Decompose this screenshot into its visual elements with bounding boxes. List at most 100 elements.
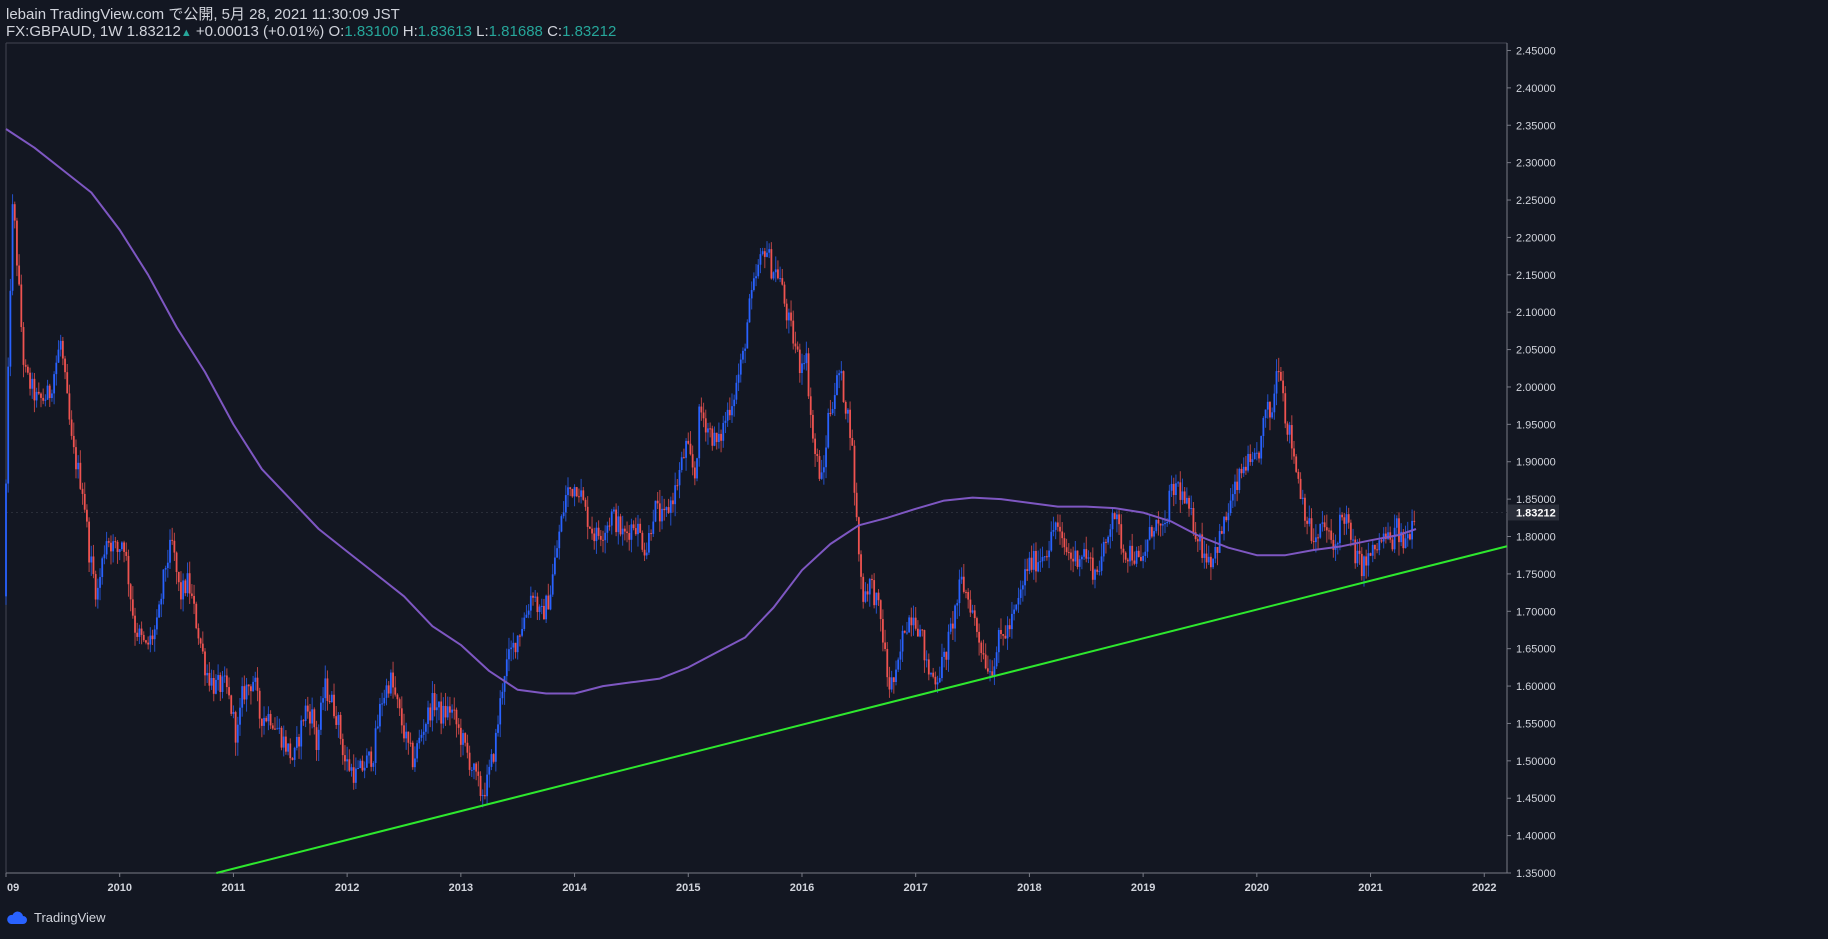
candle xyxy=(921,629,924,637)
candle-body xyxy=(120,542,123,550)
candle xyxy=(1131,533,1134,566)
candle-body xyxy=(180,582,182,600)
candle xyxy=(68,384,71,425)
candle xyxy=(1185,487,1188,505)
candle xyxy=(534,590,537,603)
candle-body xyxy=(840,371,843,374)
candle-body xyxy=(1277,371,1280,373)
candle-body xyxy=(1218,531,1221,553)
candle xyxy=(586,496,589,540)
candle xyxy=(112,534,115,563)
candle-body xyxy=(389,672,392,694)
candle-body xyxy=(720,433,722,441)
candle-body xyxy=(591,528,593,534)
candle xyxy=(1039,548,1042,572)
candle xyxy=(278,718,281,734)
candle xyxy=(545,594,548,623)
candle-body xyxy=(1126,559,1129,562)
candle-body xyxy=(512,642,515,648)
candle xyxy=(597,520,600,540)
candle-body xyxy=(682,457,685,459)
price-axis[interactable]: 2.45000 2.40000 2.35000 2.30000 2.25000 2.200… xyxy=(1507,45,1559,880)
candle-body xyxy=(1304,497,1306,521)
candle-body xyxy=(1308,518,1311,524)
candle-body xyxy=(1137,550,1140,557)
candle xyxy=(521,617,523,638)
candle xyxy=(1061,522,1064,548)
candle-body xyxy=(704,418,707,433)
candle-body xyxy=(1288,425,1291,435)
candle-body xyxy=(68,393,71,420)
candle-body xyxy=(350,767,353,771)
tradingview-logo[interactable]: TradingView xyxy=(6,910,106,925)
candle-body xyxy=(652,521,655,534)
candle-body xyxy=(687,440,690,444)
time-axis[interactable]: 09 2010 2011 2012 2013 2014 2015 2016 2017 2018 20… xyxy=(5,873,1496,894)
candle xyxy=(322,687,324,711)
candle-body xyxy=(1306,520,1309,524)
candle-body xyxy=(475,763,478,772)
candle xyxy=(256,667,259,702)
candle-body xyxy=(433,693,436,711)
open-label: O: xyxy=(328,23,345,40)
candle-body xyxy=(7,366,10,484)
candle-body xyxy=(354,768,357,783)
candle-body xyxy=(481,795,484,797)
candle-body xyxy=(501,691,504,699)
candle-body xyxy=(158,604,160,618)
candle-body xyxy=(615,509,618,533)
candle-body xyxy=(1341,514,1344,518)
candle xyxy=(276,716,279,730)
candle-body xyxy=(379,703,381,727)
candle xyxy=(621,515,624,546)
price-tick-label: 1.40000 xyxy=(1516,831,1556,843)
candle-body xyxy=(470,769,473,771)
candle-body xyxy=(947,631,950,660)
candle xyxy=(543,598,545,620)
candle xyxy=(715,432,718,450)
candle-body xyxy=(1000,629,1002,635)
candle-body xyxy=(1021,585,1024,590)
candle-body xyxy=(90,556,93,563)
candle-body xyxy=(1017,597,1020,605)
candle-body xyxy=(5,483,7,597)
candle-body xyxy=(921,629,924,631)
candle-body xyxy=(656,500,659,504)
candle-body xyxy=(884,642,886,649)
candle xyxy=(1133,551,1136,566)
candle xyxy=(608,517,611,531)
candle xyxy=(431,680,434,732)
candle xyxy=(1050,521,1053,553)
candle-body xyxy=(875,592,878,606)
candle-body xyxy=(648,533,650,553)
candle xyxy=(1231,484,1234,509)
candle-body xyxy=(46,385,49,400)
candle xyxy=(418,729,421,749)
candle xyxy=(844,400,847,420)
candle xyxy=(1161,518,1164,536)
price-tick-label: 1.90000 xyxy=(1516,457,1556,469)
candle-body xyxy=(160,598,163,605)
candle xyxy=(24,359,27,373)
candle xyxy=(501,683,504,705)
candle-body xyxy=(1161,524,1164,526)
candle xyxy=(86,504,88,528)
candle xyxy=(899,639,902,670)
candle xyxy=(64,355,66,380)
price-tick-label: 2.45000 xyxy=(1516,45,1556,57)
candle-body xyxy=(1279,371,1282,381)
candle-body xyxy=(1153,531,1155,537)
candle-body xyxy=(83,493,86,510)
candle-body xyxy=(735,382,738,400)
candle xyxy=(221,670,224,699)
candle xyxy=(473,762,475,780)
candle xyxy=(9,278,12,377)
candle-body xyxy=(1100,556,1103,571)
candle xyxy=(341,733,344,765)
candle xyxy=(204,648,206,686)
candle xyxy=(1207,545,1210,565)
candle-body xyxy=(385,685,388,698)
candle xyxy=(392,661,394,699)
candle-body xyxy=(190,593,193,596)
